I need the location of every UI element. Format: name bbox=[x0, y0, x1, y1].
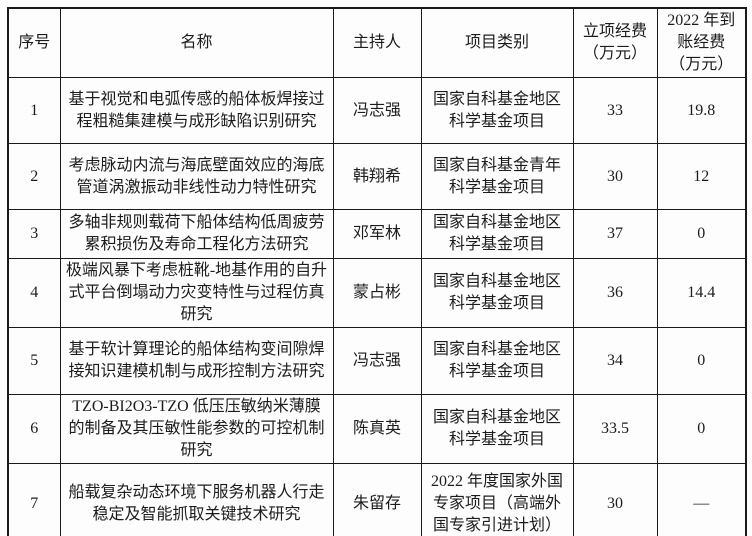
cell-row-number: 7 bbox=[7, 463, 61, 536]
cell-leader: 陈真英 bbox=[332, 394, 422, 464]
cell-leader: 蒙占彬 bbox=[332, 258, 422, 328]
cell-leader: 韩翔希 bbox=[332, 143, 422, 210]
cell-project-name: 基于软计算理论的船体结构变间隙焊接知识建模机制与成形控制方法研究 bbox=[59, 327, 334, 395]
cell-project-category: 国家自科基金地区科学基金项目 bbox=[420, 77, 574, 144]
cell-project-category: 国家自科基金地区科学基金项目 bbox=[420, 209, 574, 259]
cell-project-category: 国家自科基金地区科学基金项目 bbox=[420, 394, 574, 464]
cell-row-number: 2 bbox=[7, 143, 61, 210]
cell-leader: 朱留存 bbox=[332, 463, 422, 536]
cell-project-name: 考虑脉动内流与海底壁面效应的海底管道涡激振动非线性动力特性研究 bbox=[59, 143, 334, 210]
table-header: 序号 名称 主持人 项目类别 立项经费（万元） 2022 年到账经费（万元） bbox=[7, 7, 747, 78]
cell-approved-funding: 33.5 bbox=[572, 394, 658, 464]
header-cell-approved-funding: 立项经费（万元） bbox=[572, 7, 658, 78]
cell-row-number: 5 bbox=[7, 327, 61, 395]
cell-approved-funding: 33 bbox=[572, 77, 658, 144]
header-cell-no: 序号 bbox=[7, 7, 61, 78]
table-row: 2 考虑脉动内流与海底壁面效应的海底管道涡激振动非线性动力特性研究 韩翔希 国家… bbox=[7, 143, 747, 210]
cell-leader: 冯志强 bbox=[332, 77, 422, 144]
cell-received-2022: 0 bbox=[656, 327, 747, 395]
table-row: 4 极端风暴下考虑桩靴-地基作用的自升式平台倒塌动力灾变特性与过程仿真研究 蒙占… bbox=[7, 258, 747, 328]
cell-row-number: 4 bbox=[7, 258, 61, 328]
cell-received-2022: 0 bbox=[656, 394, 747, 464]
table-row: 5 基于软计算理论的船体结构变间隙焊接知识建模机制与成形控制方法研究 冯志强 国… bbox=[7, 327, 747, 395]
cell-approved-funding: 34 bbox=[572, 327, 658, 395]
header-cell-received-2022: 2022 年到账经费（万元） bbox=[656, 7, 747, 78]
cell-received-2022: 0 bbox=[656, 209, 747, 259]
cell-project-name: TZO-BI2O3-TZO 低压压敏纳米薄膜的制备及其压敏性能参数的可控机制研究 bbox=[59, 394, 334, 464]
cell-project-name: 船载复杂动态环境下服务机器人行走稳定及智能抓取关键技术研究 bbox=[59, 463, 334, 536]
table-body: 1 基于视觉和电弧传感的船体板焊接过程粗糙集建模与成形缺陷识别研究 冯志强 国家… bbox=[7, 77, 747, 536]
cell-project-category: 国家自科基金青年科学基金项目 bbox=[420, 143, 574, 210]
cell-row-number: 6 bbox=[7, 394, 61, 464]
cell-approved-funding: 30 bbox=[572, 143, 658, 210]
cell-received-2022: 12 bbox=[656, 143, 747, 210]
cell-project-name: 极端风暴下考虑桩靴-地基作用的自升式平台倒塌动力灾变特性与过程仿真研究 bbox=[59, 258, 334, 328]
header-cell-name: 名称 bbox=[59, 7, 334, 78]
cell-row-number: 1 bbox=[7, 77, 61, 144]
cell-leader: 冯志强 bbox=[332, 327, 422, 395]
table-row: 3 多轴非规则载荷下船体结构低周疲劳累积损伤及寿命工程化方法研究 邓军林 国家自… bbox=[7, 209, 747, 259]
table-row: 1 基于视觉和电弧传感的船体板焊接过程粗糙集建模与成形缺陷识别研究 冯志强 国家… bbox=[7, 77, 747, 144]
projects-table: 序号 名称 主持人 项目类别 立项经费（万元） 2022 年到账经费（万元） 1… bbox=[7, 7, 747, 536]
cell-approved-funding: 37 bbox=[572, 209, 658, 259]
header-row: 序号 名称 主持人 项目类别 立项经费（万元） 2022 年到账经费（万元） bbox=[7, 7, 747, 78]
table-row: 6 TZO-BI2O3-TZO 低压压敏纳米薄膜的制备及其压敏性能参数的可控机制… bbox=[7, 394, 747, 464]
cell-project-name: 多轴非规则载荷下船体结构低周疲劳累积损伤及寿命工程化方法研究 bbox=[59, 209, 334, 259]
cell-received-2022: 19.8 bbox=[656, 77, 747, 144]
cell-received-2022: 14.4 bbox=[656, 258, 747, 328]
cell-project-name: 基于视觉和电弧传感的船体板焊接过程粗糙集建模与成形缺陷识别研究 bbox=[59, 77, 334, 144]
header-cell-leader: 主持人 bbox=[332, 7, 422, 78]
table-row: 7 船载复杂动态环境下服务机器人行走稳定及智能抓取关键技术研究 朱留存 2022… bbox=[7, 463, 747, 536]
cell-row-number: 3 bbox=[7, 209, 61, 259]
cell-approved-funding: 30 bbox=[572, 463, 658, 536]
cell-leader: 邓军林 bbox=[332, 209, 422, 259]
cell-project-category: 国家自科基金地区科学基金项目 bbox=[420, 258, 574, 328]
cell-project-category: 国家自科基金地区科学基金项目 bbox=[420, 327, 574, 395]
cell-project-category: 2022 年度国家外国专家项目（高端外国专家引进计划） bbox=[420, 463, 574, 536]
cell-received-2022: — bbox=[656, 463, 747, 536]
cell-approved-funding: 36 bbox=[572, 258, 658, 328]
header-cell-category: 项目类别 bbox=[420, 7, 574, 78]
